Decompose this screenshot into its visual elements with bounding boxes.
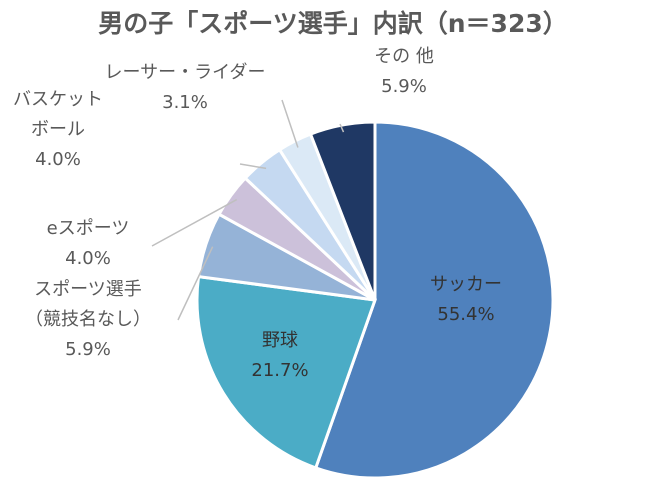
slice-value-label: 55.4% xyxy=(437,304,494,325)
slice-category-label: バスケット xyxy=(13,89,103,110)
pie-slice xyxy=(308,120,377,301)
slice-category-label: その 他 xyxy=(374,46,434,67)
slice-value-label: 3.1% xyxy=(162,92,208,113)
chart-title: 男の子「スポーツ選手」内訳（n＝323） xyxy=(98,9,568,38)
leader-line xyxy=(281,99,299,148)
slice-category-label: 野球 xyxy=(262,330,298,351)
slice-category-label: ボール xyxy=(31,119,85,140)
leader-line xyxy=(339,123,345,133)
leader-line xyxy=(151,198,238,247)
leader-line xyxy=(177,246,214,321)
slice-value-label: 5.9% xyxy=(65,339,111,360)
slice-category-label: サッカー xyxy=(430,274,502,295)
slice-value-label: 4.0% xyxy=(65,248,111,269)
slice-category-label: レーサー・ライダー xyxy=(105,62,266,83)
pie-slice xyxy=(195,274,378,470)
leader-line xyxy=(239,163,267,170)
slice-value-label: 4.0% xyxy=(35,149,81,170)
slice-category-label: スポーツ選手 xyxy=(34,279,142,300)
slice-value-label: 21.7% xyxy=(251,360,308,381)
slice-value-label: 5.9% xyxy=(381,76,427,97)
slice-category-label: （競技名なし） xyxy=(25,309,151,330)
slice-category-label: eスポーツ xyxy=(47,218,130,239)
